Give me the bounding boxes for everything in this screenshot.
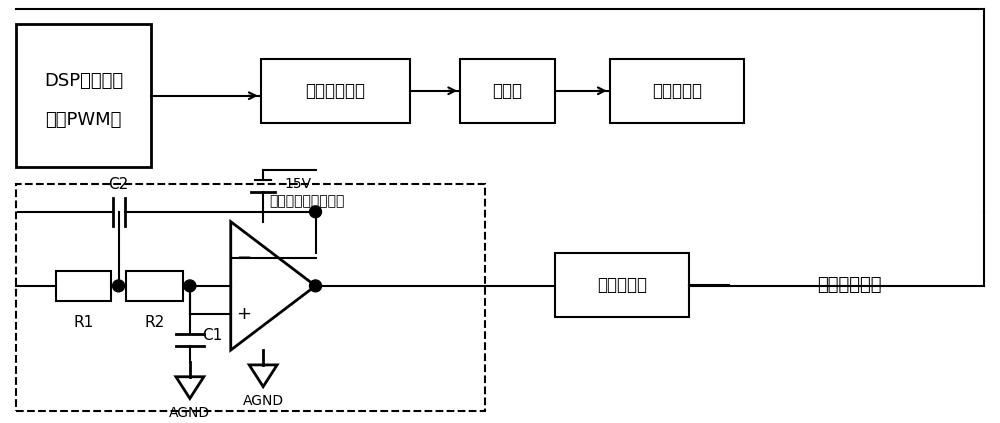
Text: R2: R2 bbox=[144, 315, 165, 330]
Text: 巴特沃兹低通滤波器: 巴特沃兹低通滤波器 bbox=[269, 194, 345, 208]
Text: 电压跟随器: 电压跟随器 bbox=[597, 276, 647, 294]
Circle shape bbox=[184, 280, 196, 292]
Text: −: − bbox=[236, 249, 251, 267]
Text: 电压跟随器: 电压跟随器 bbox=[652, 82, 702, 100]
Circle shape bbox=[113, 280, 125, 292]
Text: AGND: AGND bbox=[243, 395, 284, 409]
Text: C2: C2 bbox=[108, 177, 129, 192]
Text: 反相器: 反相器 bbox=[492, 82, 522, 100]
Text: 电压转换芯片: 电压转换芯片 bbox=[305, 82, 365, 100]
Text: 15V: 15V bbox=[285, 177, 312, 191]
Text: 输入PWM波: 输入PWM波 bbox=[45, 111, 122, 129]
Text: AGND: AGND bbox=[169, 407, 210, 420]
Text: R1: R1 bbox=[74, 315, 94, 330]
Text: +: + bbox=[236, 305, 251, 322]
Text: DSP控制芯片: DSP控制芯片 bbox=[44, 72, 123, 90]
Circle shape bbox=[310, 206, 321, 218]
Text: C1: C1 bbox=[202, 328, 222, 343]
Text: 移相控制电压: 移相控制电压 bbox=[817, 276, 881, 294]
Circle shape bbox=[310, 280, 321, 292]
